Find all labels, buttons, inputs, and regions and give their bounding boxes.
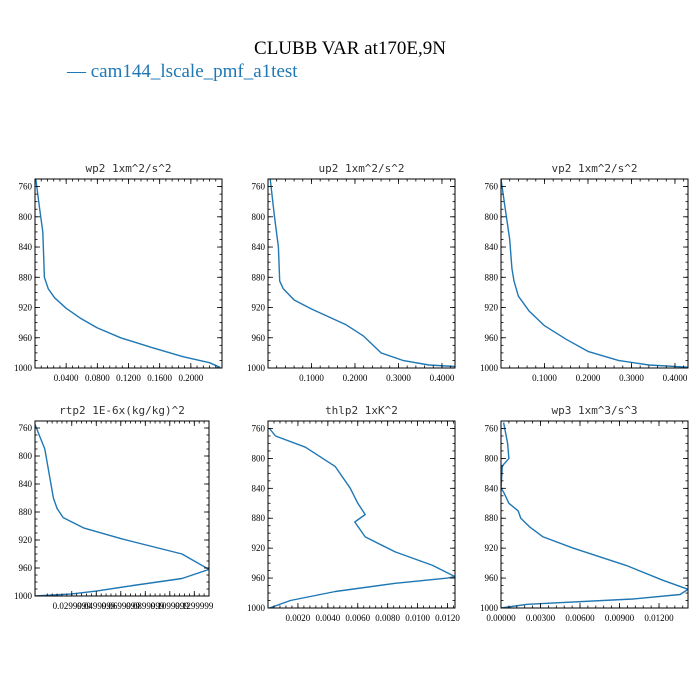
x-tick-label: 0.2000: [343, 373, 368, 383]
x-tick-label: 0.3000: [386, 373, 411, 383]
panel-title: rtp2 1E-6x(kg/kg)^2: [59, 404, 185, 417]
y-tick-label: 800: [485, 453, 499, 463]
y-tick-label: 760: [19, 182, 33, 192]
panel-5: wp3 1xm^3/s^3 760 800 840 880 920 960 10000.000…: [480, 404, 689, 623]
x-tick-label: 0.1299999: [175, 601, 214, 611]
plot-frame: [500, 420, 689, 609]
x-tick-label: 0.0699999: [102, 601, 141, 611]
x-tick-label: 0.0120: [435, 613, 460, 623]
y-tick-label: 800: [252, 212, 266, 222]
x-tick-label: 0.3000: [619, 373, 644, 383]
y-tick-label: 960: [485, 333, 499, 343]
series-line: [35, 424, 209, 596]
x-tick-label: 0.1099999: [151, 601, 190, 611]
panel-title: up2 1xm^2/s^2: [318, 162, 404, 175]
y-tick-label: 760: [19, 423, 33, 433]
y-tick-label: 1000: [480, 363, 499, 373]
y-tick-label: 1000: [14, 591, 33, 601]
panel-4: thlp2 1xK^2 760 800 840 880 920 960 1000 0.0020 0…: [247, 404, 460, 623]
x-tick-label: 0.4000: [430, 373, 455, 383]
y-tick-label: 880: [252, 272, 266, 282]
series-line: [501, 422, 688, 608]
y-tick-label: 800: [19, 212, 33, 222]
y-tick-label: 800: [485, 212, 499, 222]
x-tick-label: 0.2000: [178, 373, 203, 383]
y-tick-label: 960: [19, 333, 33, 343]
y-tick-label: 1000: [247, 603, 266, 613]
y-tick-label: 840: [19, 479, 33, 489]
panel-title: vp2 1xm^2/s^2: [551, 162, 637, 175]
y-tick-label: 960: [485, 573, 499, 583]
y-tick-label: 880: [252, 513, 266, 523]
x-tick-label: 0.01200: [644, 613, 674, 623]
y-tick-label: 880: [19, 507, 33, 517]
series-line: [269, 179, 455, 368]
x-tick-label: 0.0040: [315, 613, 340, 623]
panel-title: thlp2 1xK^2: [325, 404, 398, 417]
x-tick-label: 0.0899999: [126, 601, 165, 611]
x-tick-label: 0.0100: [405, 613, 430, 623]
panel-0: wp2 1xm^2/s^2 760 800 840 880 920 960 1000 0.040…: [14, 162, 223, 383]
y-tick-label: 840: [485, 483, 499, 493]
y-tick-label: 1000: [480, 603, 499, 613]
x-tick-label: 0.1200: [116, 373, 141, 383]
y-tick-label: 760: [252, 423, 266, 433]
y-tick-label: 880: [485, 272, 499, 282]
x-tick-label: 0.0080: [375, 613, 400, 623]
y-tick-label: 840: [485, 242, 499, 252]
x-tick-label: 0.1000: [299, 373, 324, 383]
y-tick-label: 800: [252, 453, 266, 463]
y-tick-label: 880: [485, 513, 499, 523]
x-tick-label: 0.0060: [345, 613, 370, 623]
x-tick-label: 0.0499999: [77, 601, 116, 611]
y-tick-label: 920: [485, 543, 499, 553]
panel-2: vp2 1xm^2/s^2 760 800 840 880 920 960 1000 0.100…: [480, 162, 689, 383]
x-tick-label: 0.00000: [486, 613, 516, 623]
y-tick-label: 920: [252, 543, 266, 553]
y-tick-label: 760: [485, 182, 499, 192]
series-line: [35, 179, 221, 368]
x-tick-label: 0.0299999: [53, 601, 92, 611]
x-tick-label: 0.1000: [532, 373, 557, 383]
y-tick-label: 920: [19, 535, 33, 545]
y-tick-label: 960: [252, 573, 266, 583]
x-tick-label: 0.00900: [605, 613, 635, 623]
y-tick-label: 960: [19, 563, 33, 573]
y-tick-label: 1000: [247, 363, 266, 373]
x-tick-label: 0.00300: [526, 613, 556, 623]
y-tick-label: 880: [19, 272, 33, 282]
panel-1: up2 1xm^2/s^2 760 800 840 880 920 960 1000 0.100…: [247, 162, 456, 383]
y-tick-label: 760: [485, 423, 499, 433]
y-tick-label: 840: [252, 483, 266, 493]
x-tick-label: 0.0800: [85, 373, 110, 383]
x-tick-label: 0.0400: [54, 373, 79, 383]
panel-3: rtp2 1E-6x(kg/kg)^2 760 800 840 880 920 960 100…: [14, 404, 214, 611]
series-line: [501, 179, 688, 368]
x-tick-label: 0.4000: [663, 373, 688, 383]
panel-title: wp3 1xm^3/s^3: [551, 404, 637, 417]
y-tick-label: 840: [19, 242, 33, 252]
panel-title: wp2 1xm^2/s^2: [85, 162, 171, 175]
y-tick-label: 760: [252, 182, 266, 192]
y-tick-label: 920: [19, 303, 33, 313]
x-tick-label: 0.00600: [565, 613, 595, 623]
subplot-grid: wp2 1xm^2/s^2 760 800 840 880 920 960 1000 0.040…: [14, 162, 689, 623]
plot-frame: [267, 178, 456, 369]
plot-frame: [34, 420, 210, 597]
y-tick-label: 800: [19, 451, 33, 461]
x-tick-label: 0.2000: [576, 373, 601, 383]
plot-frame: [500, 178, 689, 369]
plot-frame: [267, 420, 456, 609]
y-tick-label: 1000: [14, 363, 33, 373]
y-tick-label: 920: [252, 303, 266, 313]
x-tick-label: 0.0020: [286, 613, 311, 623]
y-tick-label: 840: [252, 242, 266, 252]
y-tick-label: 920: [485, 303, 499, 313]
legend-entry: — cam144_lscale_pmf_a1test: [66, 61, 298, 82]
x-tick-label: 0.1600: [147, 373, 172, 383]
y-tick-label: 960: [252, 333, 266, 343]
series-line: [268, 428, 455, 608]
figure-title: CLUBB VAR at170E,9N: [254, 38, 446, 59]
